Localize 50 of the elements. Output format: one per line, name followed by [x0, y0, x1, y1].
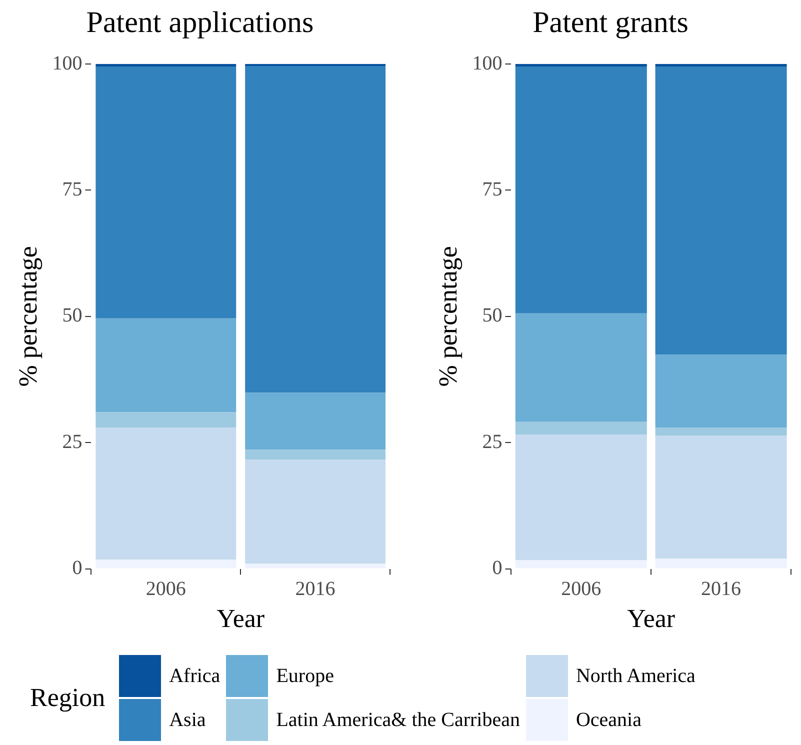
y-tick-label: 50 — [482, 304, 502, 327]
legend-label: Oceania — [576, 708, 642, 732]
x-tick-label: 2016 — [295, 578, 336, 600]
bar — [96, 64, 236, 67]
legend-label: Asia — [169, 708, 206, 732]
y-tick-label: 0 — [72, 557, 82, 580]
x-axis-title: Year — [216, 604, 265, 634]
bar — [655, 427, 787, 436]
y-tick-label: 75 — [62, 178, 82, 200]
bar — [245, 460, 386, 564]
y-tick-label: 25 — [482, 430, 502, 453]
y-tick-label: 25 — [62, 430, 82, 453]
y-tick-label: 100 — [52, 52, 82, 74]
bar — [515, 64, 647, 67]
bar — [515, 422, 647, 435]
bar — [96, 318, 236, 412]
y-axis-title: % percentage — [433, 246, 462, 387]
bar — [245, 66, 386, 393]
x-tick-label: 2016 — [701, 578, 742, 600]
legend-label: Europe — [276, 664, 334, 688]
bar — [245, 564, 386, 568]
bar — [96, 412, 236, 428]
y-tick-label: 50 — [62, 304, 82, 327]
x-tick-label: 2006 — [561, 578, 602, 600]
bar — [96, 66, 236, 318]
y-tick-label: 75 — [482, 178, 502, 200]
legend-label: North America — [576, 664, 696, 688]
bar — [655, 436, 787, 559]
legend-label: Latin America& the Carribean — [276, 708, 520, 732]
y-tick-label: 0 — [492, 557, 502, 580]
bar — [655, 558, 787, 568]
x-tick-label: 2006 — [146, 578, 186, 600]
bar — [515, 313, 647, 422]
legend-label: Africa — [169, 664, 220, 688]
legend-title: Region — [30, 683, 106, 713]
bar — [96, 427, 236, 560]
y-tick-label: 100 — [472, 52, 502, 74]
bar — [655, 64, 787, 67]
y-axis-title: % percentage — [13, 246, 42, 387]
x-axis-title: Year — [627, 604, 676, 634]
bar — [655, 66, 787, 355]
bar — [96, 560, 236, 568]
bar — [515, 434, 647, 560]
bar — [515, 560, 647, 568]
bar — [515, 66, 647, 314]
chart-title: Patent grants — [532, 6, 688, 39]
bar — [655, 354, 787, 428]
chart-title: Patent applications — [86, 6, 314, 39]
bar — [245, 450, 386, 460]
bar — [245, 392, 386, 450]
